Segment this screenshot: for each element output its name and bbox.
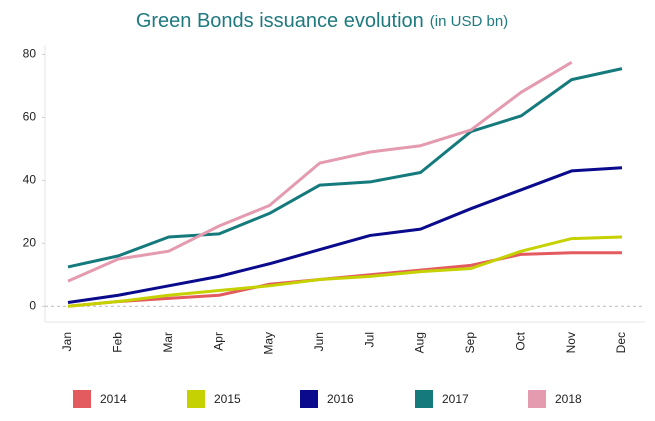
title: Green Bonds issuance evolution xyxy=(136,10,424,32)
x-tick-label: Jul xyxy=(362,332,376,347)
line xyxy=(67,235,623,308)
x-tick-label: Dec xyxy=(614,332,628,353)
x-tick-label: Mar xyxy=(161,332,175,353)
legend-label: 2016 xyxy=(327,392,354,406)
x-tick-label: May xyxy=(262,332,276,355)
x-tick-label: Aug xyxy=(413,332,427,353)
legend-label: 2017 xyxy=(442,392,469,406)
legend-swatch xyxy=(300,390,318,408)
legend-swatch xyxy=(73,390,91,408)
x-tick-label: Jun xyxy=(312,332,326,351)
subtitle: (in USD bn) xyxy=(430,13,508,30)
legend-swatch xyxy=(528,390,546,408)
x-tick-label: Apr xyxy=(211,332,225,351)
x-tick-label: Oct xyxy=(513,331,527,350)
legend-label: 2015 xyxy=(214,392,241,406)
line xyxy=(67,166,623,304)
y-tick-label: 20 xyxy=(23,235,37,249)
x-tick-label: Jan xyxy=(60,332,74,351)
line xyxy=(67,67,623,269)
x-tick-label: Sep xyxy=(463,332,477,354)
x-tick-label: Feb xyxy=(111,332,125,353)
y-tick-label: 60 xyxy=(23,110,37,124)
y-tick-label: 40 xyxy=(23,173,37,187)
line xyxy=(67,61,573,283)
legend-label: 2018 xyxy=(555,392,582,406)
y-tick-label: 80 xyxy=(23,47,37,61)
x-tick-label: Nov xyxy=(564,332,578,353)
legend-swatch xyxy=(187,390,205,408)
y-tick-label: 0 xyxy=(29,298,36,312)
legend-label: 2014 xyxy=(100,392,127,406)
legend-swatch xyxy=(415,390,433,408)
chart-title: Green Bonds issuance evolution (in USD bn… xyxy=(136,10,508,32)
